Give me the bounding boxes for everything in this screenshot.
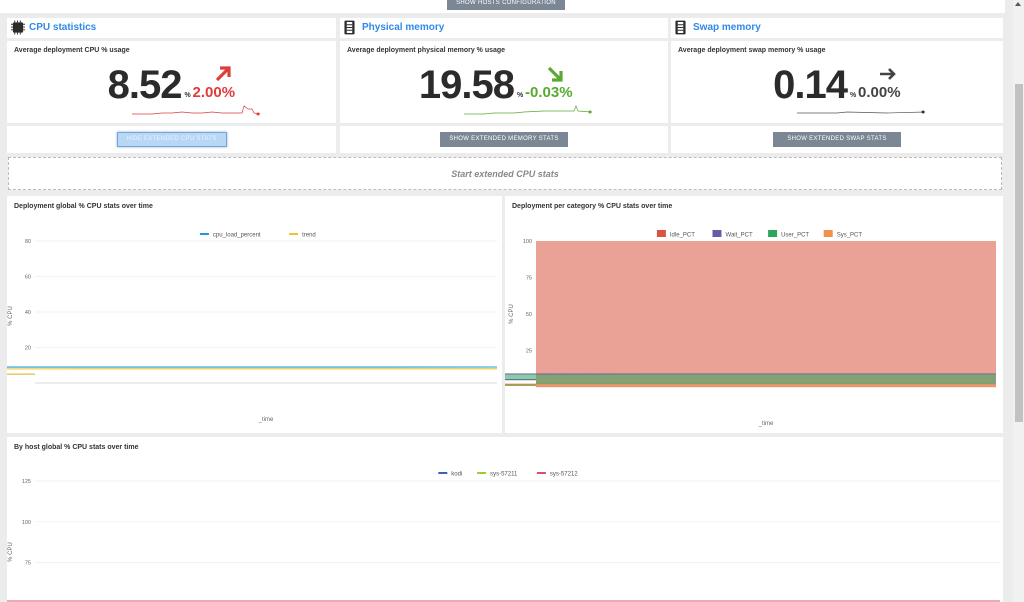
stat-value: 0.14 xyxy=(773,63,848,107)
memory-icon xyxy=(344,20,357,35)
stat-subtitle: Average deployment physical memory % usa… xyxy=(347,47,506,54)
section-header-1: Physical memory xyxy=(340,18,668,38)
chart-panel-category-cpu: Deployment per category % CPU stats over… xyxy=(505,196,1003,433)
section-title: CPU statistics xyxy=(29,22,97,33)
extended-banner-text: Start extended CPU stats xyxy=(451,169,559,179)
memory-icon xyxy=(675,20,688,35)
y-axis-label: % CPU xyxy=(509,304,515,324)
y-tick-label: 50 xyxy=(526,312,532,318)
x-axis-label: _time xyxy=(758,421,774,427)
legend-label: Idle_PCT xyxy=(670,233,695,239)
show-hosts-configuration-button[interactable]: SHOW HOSTS CONFIGURATION xyxy=(447,0,565,10)
series-line-cpu_load_percent xyxy=(7,366,498,375)
toggle-extended-stats-button[interactable]: SHOW EXTENDED SWAP STATS xyxy=(773,132,901,147)
host-cpu-chart: kodi sys-57211 sys-57212 75 100 125 % CPU xyxy=(7,472,1000,602)
scrollbar-thumb[interactable] xyxy=(1015,84,1023,422)
area-sys_pct xyxy=(505,384,996,387)
trend-up-arrow-icon xyxy=(214,65,232,88)
trend-down-arrow-icon xyxy=(546,65,564,88)
section-header-0: CPU statistics xyxy=(7,18,336,38)
y-tick-label: 40 xyxy=(25,310,31,316)
stat-value: 19.58 xyxy=(418,63,515,107)
toggle-extended-stats-button[interactable]: SHOW EXTENDED MEMORY STATS xyxy=(440,132,568,147)
scrollbar[interactable] xyxy=(1013,0,1024,602)
y-tick-label: 20 xyxy=(25,346,31,352)
stat-delta: -0.03% xyxy=(525,84,573,101)
stat-subtitle: Average deployment swap memory % usage xyxy=(678,47,826,54)
legend-label: Wait_PCT xyxy=(726,233,753,239)
extended-cpu-banner[interactable]: Start extended CPU stats xyxy=(8,157,1002,190)
legend-label: cpu_load_percent xyxy=(213,233,261,239)
toggle-extended-stats-button[interactable]: HIDE EXTENDED CPU STATS xyxy=(116,132,227,147)
sparkline xyxy=(131,105,260,116)
stat-unit: % xyxy=(850,92,857,99)
legend-swatch xyxy=(656,230,666,237)
stat-delta: 0.00% xyxy=(858,84,901,101)
category-cpu-chart: Idle_PCT Wait_PCT User_PCT Sys_PCT 25 50 75 100… xyxy=(505,230,997,427)
legend-label: kodi xyxy=(451,472,462,478)
y-tick-label: 75 xyxy=(25,561,31,567)
series-line-sys-57212 xyxy=(7,600,1000,602)
sparkline xyxy=(464,105,593,115)
y-tick-label: 100 xyxy=(22,520,31,526)
sparkline xyxy=(797,110,926,114)
y-tick-label: 25 xyxy=(526,349,532,355)
chart-title: By host global % CPU stats over time xyxy=(14,444,139,451)
stat-card-0: Average deployment CPU % usage 8.52 % 2.… xyxy=(7,41,336,123)
y-tick-label: 80 xyxy=(25,239,31,245)
y-axis-label: % CPU xyxy=(8,542,14,562)
legend-label: Sys_PCT xyxy=(837,233,863,239)
area-user_pct xyxy=(505,373,996,386)
chart-title: Deployment global % CPU stats over time xyxy=(14,203,153,210)
scroll-up-arrow-icon[interactable] xyxy=(1015,2,1021,6)
area-idle_pct xyxy=(536,241,996,387)
cpu-chip-icon xyxy=(11,20,25,35)
y-tick-label: 60 xyxy=(25,275,31,281)
stat-card-2: Average deployment swap memory % usage 0… xyxy=(671,41,1003,123)
stat-delta: 2.00% xyxy=(192,84,236,101)
button-row-1: SHOW EXTENDED MEMORY STATS xyxy=(340,126,668,153)
legend-label: sys-57212 xyxy=(550,472,578,478)
stat-unit: % xyxy=(517,92,524,99)
top-bar: SHOW HOSTS CONFIGURATION xyxy=(0,0,1005,13)
stat-card-1: Average deployment physical memory % usa… xyxy=(340,41,668,123)
section-title: Physical memory xyxy=(362,22,445,33)
button-row-0: HIDE EXTENDED CPU STATS xyxy=(7,126,336,153)
legend-swatch xyxy=(712,230,722,237)
section-title: Swap memory xyxy=(693,22,761,33)
chart-title: Deployment per category % CPU stats over… xyxy=(512,203,673,210)
legend-label: trend xyxy=(302,233,316,239)
y-tick-label: 100 xyxy=(523,239,532,245)
button-row-2: SHOW EXTENDED SWAP STATS xyxy=(671,126,1003,153)
y-axis-label: % CPU xyxy=(8,306,14,326)
x-axis-label: _time xyxy=(258,417,274,423)
legend-swatch xyxy=(823,230,833,237)
stat-subtitle: Average deployment CPU % usage xyxy=(14,47,130,54)
section-header-2: Swap memory xyxy=(671,18,1003,38)
y-tick-label: 125 xyxy=(22,479,31,485)
y-tick-label: 75 xyxy=(526,276,532,282)
legend-swatch xyxy=(768,230,778,237)
series-line-sys-57211 xyxy=(7,600,1000,602)
chart-panel-global-cpu: Deployment global % CPU stats over time … xyxy=(7,196,502,433)
legend-label: sys-57211 xyxy=(490,472,518,478)
chart-panel-host-cpu: By host global % CPU stats over time kod… xyxy=(7,437,1003,602)
stat-unit: % xyxy=(184,92,191,99)
legend-label: User_PCT xyxy=(781,233,809,239)
stat-value: 8.52 xyxy=(107,63,183,107)
trend-flat-arrow-icon xyxy=(879,67,897,86)
